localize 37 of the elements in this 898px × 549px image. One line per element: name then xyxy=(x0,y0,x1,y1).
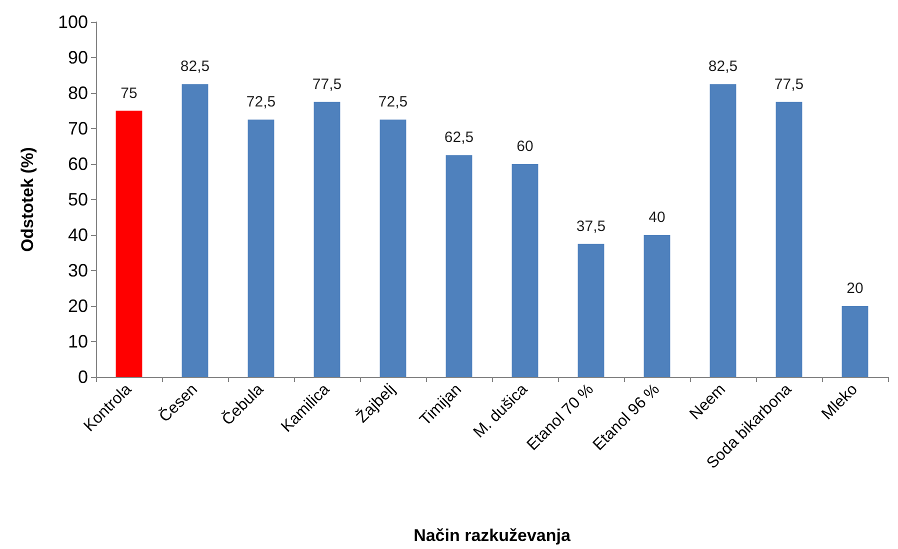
y-tick-label: 100 xyxy=(58,12,88,32)
data-label: 62,5 xyxy=(444,129,474,146)
data-label: 82,5 xyxy=(180,58,210,76)
y-tick-label: 50 xyxy=(68,190,88,210)
data-label: 60 xyxy=(516,138,534,155)
data-label: 75 xyxy=(120,84,138,102)
y-tick-label: 20 xyxy=(68,296,88,316)
bar xyxy=(182,84,208,377)
data-label: 72,5 xyxy=(378,94,408,111)
y-tick-label: 90 xyxy=(68,48,88,68)
data-label: 40 xyxy=(648,209,666,226)
data-label: 82,5 xyxy=(708,58,738,76)
data-label: 37,5 xyxy=(576,218,606,235)
y-tick-label: 30 xyxy=(68,260,88,280)
bar xyxy=(710,84,736,377)
bar xyxy=(842,306,868,377)
y-tick-label: 0 xyxy=(78,367,88,387)
bar xyxy=(512,164,538,377)
bar xyxy=(644,235,670,377)
y-tick-label: 10 xyxy=(68,332,88,352)
y-tick-label: 80 xyxy=(68,83,88,103)
data-label: 77,5 xyxy=(312,76,342,93)
data-label: 72,5 xyxy=(246,94,276,111)
y-tick-label: 60 xyxy=(68,154,88,174)
y-axis-title: Odstotek (%) xyxy=(18,147,37,252)
bar xyxy=(446,155,472,377)
bar xyxy=(314,102,340,377)
bar xyxy=(578,244,604,377)
y-tick-label: 70 xyxy=(68,118,88,138)
bar xyxy=(248,120,274,377)
bar xyxy=(776,102,802,377)
y-tick-label: 40 xyxy=(68,225,88,245)
data-label: 77,5 xyxy=(774,76,804,93)
bar xyxy=(116,110,142,377)
bar xyxy=(380,120,406,377)
data-label: 20 xyxy=(846,280,864,297)
x-axis-title: Način razkuževanja xyxy=(414,526,571,545)
